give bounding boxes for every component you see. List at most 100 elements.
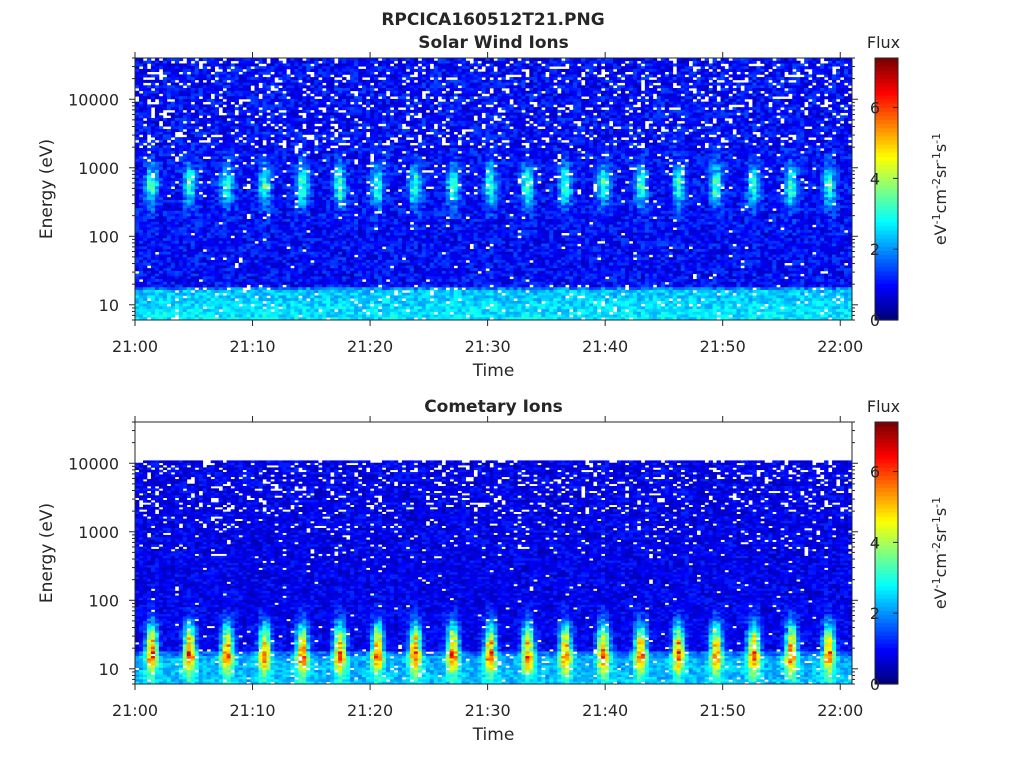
colorbar-step [875, 87, 898, 92]
colorbar-step [875, 193, 898, 198]
colorbar-step [875, 234, 898, 239]
colorbar-step [875, 594, 898, 599]
heatmap-cells [135, 58, 852, 320]
colorbar-step [875, 504, 898, 509]
colorbar-step [875, 66, 898, 71]
colorbar-step [875, 132, 898, 137]
x-tick-label: 21:00 [112, 701, 158, 720]
colorbar-tick-label: 0 [870, 675, 880, 694]
colorbar-step [875, 438, 898, 443]
colorbar-step [875, 222, 898, 227]
colorbar-step [875, 430, 898, 435]
colorbar-step [875, 524, 898, 529]
y-tick-label: 100 [88, 227, 119, 246]
colorbar-step [875, 455, 898, 460]
colorbar-step [875, 201, 898, 206]
colorbar-unit-part: -1 [930, 577, 943, 588]
y-tick-label: 10 [99, 660, 119, 679]
colorbar-step [875, 565, 898, 570]
colorbar-tick-label: 2 [870, 240, 880, 259]
colorbar-unit-part: -2 [930, 178, 943, 189]
colorbar-step [875, 283, 898, 288]
x-tick-label: 21:50 [700, 337, 746, 356]
colorbar-unit-part: s [931, 144, 950, 152]
x-tick-label: 21:20 [347, 701, 393, 720]
colorbar-step [875, 586, 898, 591]
colorbar-step [875, 214, 898, 219]
colorbar-step [875, 189, 898, 194]
colorbar-step [875, 78, 898, 83]
x-tick-label: 21:40 [582, 337, 628, 356]
colorbar-step [875, 291, 898, 296]
colorbar-step [875, 197, 898, 202]
colorbar-step [875, 434, 898, 439]
y-tick-label: 10000 [68, 90, 119, 109]
y-axis-label: Energy (eV) [37, 139, 57, 239]
colorbar-unit-part: sr [931, 527, 950, 542]
y-axis-label: Energy (eV) [37, 503, 57, 603]
colorbar-tick-label: 4 [870, 533, 880, 552]
figure: RPCICA160512T21.PNG Solar Wind Ions 10 100… [0, 0, 1024, 768]
colorbar-tick-label: 4 [870, 169, 880, 188]
colorbar-step [875, 483, 898, 488]
colorbar-step [875, 267, 898, 272]
x-tick-label: 21:10 [229, 701, 275, 720]
colorbar-step [875, 561, 898, 566]
colorbar-step [875, 74, 898, 79]
colorbar-step [875, 590, 898, 595]
x-axis-label: Time [472, 725, 515, 745]
colorbar-step [875, 516, 898, 521]
panel-title: Solar Wind Ions [418, 33, 569, 53]
x-tick-label: 21:10 [229, 337, 275, 356]
colorbar-step [875, 91, 898, 96]
colorbar-step [875, 426, 898, 431]
colorbar-step [875, 128, 898, 133]
colorbar-step [875, 83, 898, 88]
colorbar-unit-part: -1 [930, 133, 943, 144]
colorbar-step [875, 492, 898, 497]
x-tick-label: 21:40 [582, 701, 628, 720]
colorbar-step [875, 508, 898, 513]
colorbar-unit-part: eV [931, 224, 950, 245]
x-tick-label: 21:20 [347, 337, 393, 356]
colorbar-step [875, 447, 898, 452]
x-tick-label: 21:50 [700, 701, 746, 720]
colorbar-step [875, 627, 898, 632]
colorbar-step [875, 140, 898, 145]
colorbar-step [875, 156, 898, 161]
colorbar-step [875, 451, 898, 456]
figure-canvas: RPCICA160512T21.PNG Solar Wind Ions 10 100… [0, 0, 1024, 768]
colorbar-step [875, 304, 898, 309]
x-axis-label: Time [472, 361, 515, 381]
colorbar-step [875, 422, 898, 427]
colorbar-step [875, 218, 898, 223]
colorbar-step [875, 442, 898, 447]
colorbar-step [875, 569, 898, 574]
y-tick-label: 1000 [78, 523, 119, 542]
colorbar-step [875, 275, 898, 280]
colorbar-step [875, 144, 898, 149]
colorbar-step [875, 148, 898, 153]
colorbar-step [875, 230, 898, 235]
colorbar-step [875, 124, 898, 129]
figure-title: RPCICA160512T21.PNG [381, 10, 604, 30]
colorbar-step [875, 496, 898, 501]
colorbar-title: Flux [867, 33, 900, 52]
x-tick-label: 21:30 [465, 701, 511, 720]
colorbar-step [875, 136, 898, 141]
colorbar-step [875, 205, 898, 210]
colorbar-step [875, 226, 898, 231]
x-tick-label: 21:00 [112, 337, 158, 356]
colorbar-step [875, 259, 898, 264]
colorbar-unit-part: s [931, 508, 950, 516]
panel-title: Cometary Ions [424, 397, 563, 417]
colorbar-title: Flux [867, 397, 900, 416]
colorbar-step [875, 152, 898, 157]
colorbar-unit-part: -1 [930, 152, 943, 163]
x-tick-label: 22:00 [817, 701, 863, 720]
colorbar-step [875, 643, 898, 648]
colorbar-step [875, 635, 898, 640]
